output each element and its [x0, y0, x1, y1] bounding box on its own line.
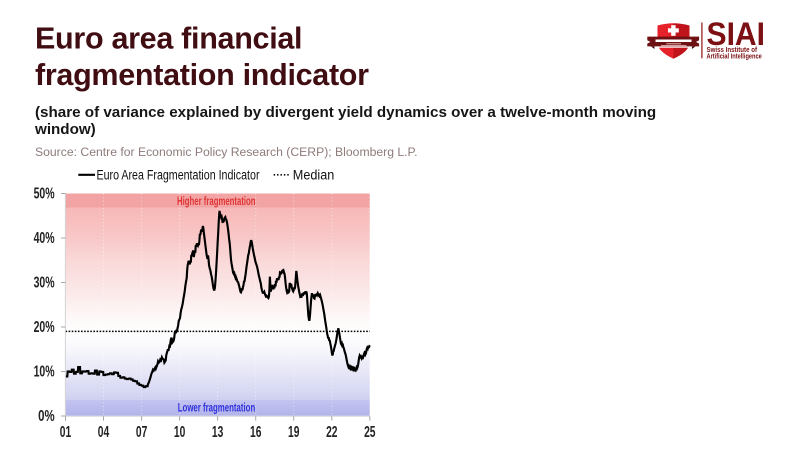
svg-text:07: 07 — [136, 424, 147, 441]
svg-text:fragmentation indicator: fragmentation indicator — [35, 58, 369, 92]
svg-text:Median: Median — [293, 167, 335, 182]
svg-text:Source: Centre for Economic Po: Source: Centre for Economic Policy Resea… — [35, 145, 417, 159]
svg-text:10: 10 — [174, 424, 185, 441]
svg-text:01: 01 — [60, 424, 71, 441]
svg-text:20%: 20% — [34, 319, 55, 336]
svg-text:19: 19 — [288, 424, 299, 441]
svg-text:13: 13 — [212, 424, 223, 441]
svg-text:04: 04 — [98, 424, 109, 441]
svg-text:Euro area financial: Euro area financial — [35, 22, 302, 56]
svg-text:10%: 10% — [34, 364, 55, 381]
svg-text:Artificial Intelligence: Artificial Intelligence — [707, 53, 762, 60]
svg-text:Lower fragmentation: Lower fragmentation — [178, 400, 256, 414]
svg-text:0%: 0% — [38, 408, 55, 425]
svg-text:Euro Area Fragmentation Indica: Euro Area Fragmentation Indicator — [97, 167, 260, 182]
svg-text:22: 22 — [326, 424, 337, 441]
svg-text:(share of variance explained b: (share of variance explained by divergen… — [35, 104, 656, 121]
svg-text:Swiss Institute of: Swiss Institute of — [707, 47, 758, 54]
svg-text:SIAI: SIAI — [707, 16, 766, 52]
svg-text:50%: 50% — [34, 186, 55, 203]
svg-text:window): window) — [34, 121, 96, 138]
svg-text:Higher fragmentation: Higher fragmentation — [177, 194, 256, 208]
svg-text:25: 25 — [364, 424, 375, 441]
svg-text:40%: 40% — [34, 230, 55, 247]
svg-text:16: 16 — [250, 424, 261, 441]
svg-text:30%: 30% — [34, 275, 55, 292]
